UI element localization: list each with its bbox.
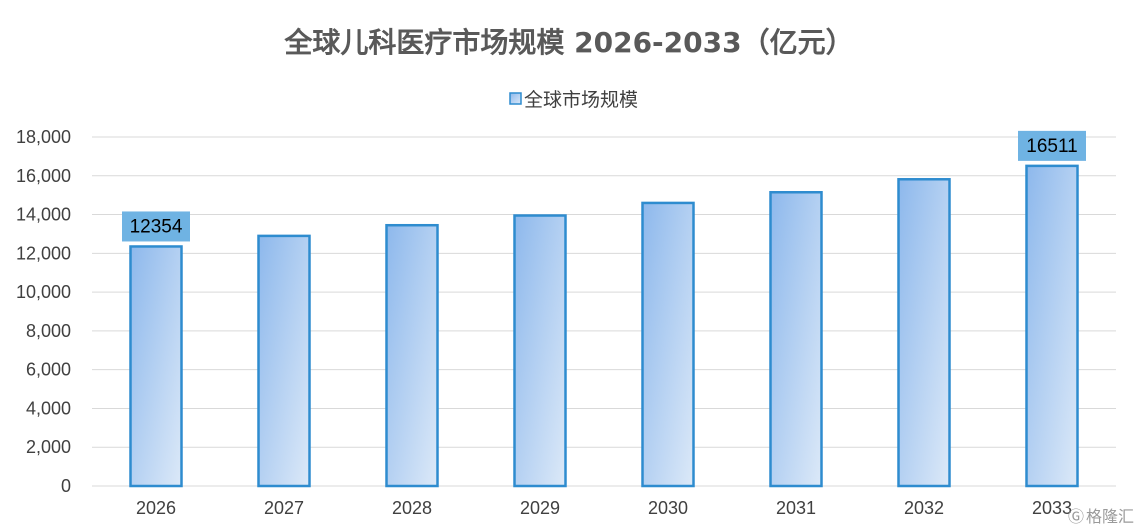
y-tick-label: 16,000: [16, 166, 71, 186]
bar: [897, 178, 951, 488]
data-label-box: [1018, 130, 1086, 161]
bar: [1025, 164, 1079, 488]
x-tick-label: 2032: [904, 498, 944, 518]
x-tick-label: 2027: [264, 498, 304, 518]
x-tick-label: 2026: [136, 498, 176, 518]
y-tick-label: 18,000: [16, 127, 71, 147]
legend-swatch: [509, 92, 522, 105]
watermark: Ⓖ 格隆汇: [1068, 507, 1134, 526]
gridlines: [92, 136, 1116, 487]
bar: [513, 214, 567, 488]
y-tick-label: 8,000: [26, 321, 71, 341]
bar: [257, 234, 311, 488]
legend-label: 全球市场规模: [524, 89, 638, 111]
watermark-icon: Ⓖ: [1068, 507, 1084, 526]
data-labels: 12354 16511: [122, 130, 1086, 242]
y-axis: 0 2,000 4,000 6,000 8,000 10,000 12,000 14,000 1…: [16, 127, 71, 496]
bar: [129, 245, 183, 488]
x-tick-label: 2028: [392, 498, 432, 518]
bar: [385, 223, 439, 488]
bar: [641, 201, 695, 488]
x-tick-label: 2030: [648, 498, 688, 518]
x-tick-label: 2029: [520, 498, 560, 518]
x-axis: 2026 2027 2028 2029 2030 2031 2032 2033: [136, 498, 1072, 518]
x-tick-label: 2031: [776, 498, 816, 518]
y-tick-label: 10,000: [16, 282, 71, 302]
y-tick-label: 12,000: [16, 243, 71, 263]
data-label: 12354: [130, 216, 183, 237]
bar: [769, 191, 823, 488]
x-tick-label: 2033: [1032, 498, 1072, 518]
watermark-text: 格隆汇: [1086, 507, 1134, 526]
y-tick-label: 2,000: [26, 437, 71, 457]
chart-title: 全球儿科医疗市场规模 2026-2033（亿元）: [283, 26, 853, 59]
data-label: 16511: [1026, 136, 1077, 157]
y-tick-label: 14,000: [16, 205, 71, 225]
y-tick-label: 4,000: [26, 398, 71, 418]
legend: 全球市场规模: [509, 89, 638, 111]
bars: [129, 164, 1079, 488]
data-label-box: [122, 211, 190, 242]
y-tick-label: 6,000: [26, 360, 71, 380]
y-tick-label: 0: [61, 476, 71, 496]
